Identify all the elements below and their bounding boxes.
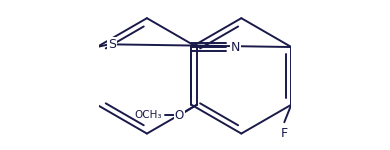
Text: OCH₃: OCH₃: [135, 110, 162, 120]
Text: F: F: [281, 127, 288, 140]
Text: S: S: [108, 38, 116, 51]
Text: O: O: [175, 109, 184, 122]
Text: N: N: [231, 40, 241, 54]
